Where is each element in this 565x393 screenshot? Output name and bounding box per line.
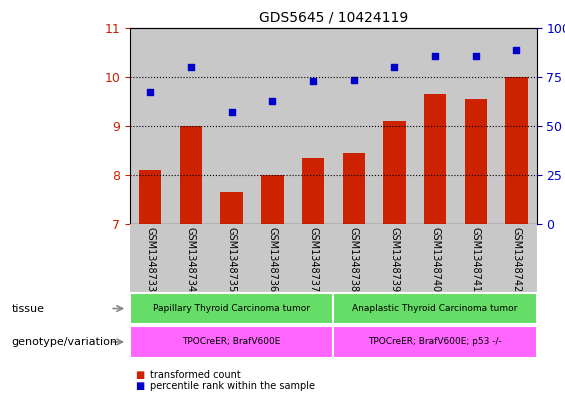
Bar (130, 224, 171, 293)
Bar (455, 28, 496, 224)
Bar (220, 192, 243, 224)
Bar (333, 293, 537, 324)
Point (349, 77, 358, 83)
Text: GSM1348739: GSM1348739 (389, 228, 399, 292)
Point (227, 109, 236, 115)
Bar (211, 28, 252, 224)
Bar (302, 158, 324, 224)
Bar (211, 224, 252, 293)
Bar (252, 28, 293, 224)
Bar (333, 28, 374, 224)
Bar (342, 153, 365, 224)
Bar (374, 224, 415, 293)
Text: GSM1348741: GSM1348741 (471, 228, 481, 292)
Text: percentile rank within the sample: percentile rank within the sample (150, 381, 315, 391)
Text: genotype/variation: genotype/variation (11, 337, 118, 347)
Bar (496, 28, 537, 224)
Text: GSM1348735: GSM1348735 (227, 228, 237, 293)
Bar (171, 224, 211, 293)
Point (431, 53, 440, 59)
Text: Anaplastic Thyroid Carcinoma tumor: Anaplastic Thyroid Carcinoma tumor (353, 304, 518, 313)
Bar (139, 170, 162, 224)
Bar (424, 94, 446, 224)
Bar (496, 224, 537, 293)
Bar (130, 293, 333, 324)
Bar (415, 224, 455, 293)
Text: Papillary Thyroid Carcinoma tumor: Papillary Thyroid Carcinoma tumor (153, 304, 310, 313)
Point (268, 98, 277, 104)
Bar (383, 121, 406, 224)
Point (146, 89, 155, 95)
Text: GSM1348738: GSM1348738 (349, 228, 359, 292)
Bar (464, 99, 487, 224)
Bar (130, 326, 333, 358)
Text: GSM1348740: GSM1348740 (430, 228, 440, 292)
Point (471, 53, 480, 59)
Text: GSM1348733: GSM1348733 (145, 228, 155, 292)
Bar (333, 224, 374, 293)
Point (390, 64, 399, 70)
Bar (252, 224, 293, 293)
Bar (455, 224, 496, 293)
Bar (130, 28, 171, 224)
Text: TPOCreER; BrafV600E: TPOCreER; BrafV600E (182, 338, 281, 346)
Bar (293, 28, 333, 224)
Text: ■: ■ (136, 369, 145, 380)
Text: GSM1348734: GSM1348734 (186, 228, 196, 292)
Bar (261, 175, 284, 224)
Text: ■: ■ (136, 381, 145, 391)
Text: GSM1348742: GSM1348742 (511, 228, 521, 293)
Text: GSM1348736: GSM1348736 (267, 228, 277, 292)
Text: tissue: tissue (11, 303, 44, 314)
Point (512, 46, 521, 53)
Bar (180, 126, 202, 224)
Bar (333, 326, 537, 358)
Bar (505, 77, 528, 224)
Point (308, 77, 318, 84)
Point (186, 64, 195, 70)
Text: GSM1348737: GSM1348737 (308, 228, 318, 293)
Text: TPOCreER; BrafV600E; p53 -/-: TPOCreER; BrafV600E; p53 -/- (368, 338, 502, 346)
Bar (171, 28, 211, 224)
Text: transformed count: transformed count (150, 369, 241, 380)
Bar (374, 28, 415, 224)
Bar (415, 28, 455, 224)
Bar (293, 224, 333, 293)
Title: GDS5645 / 10424119: GDS5645 / 10424119 (259, 11, 408, 25)
